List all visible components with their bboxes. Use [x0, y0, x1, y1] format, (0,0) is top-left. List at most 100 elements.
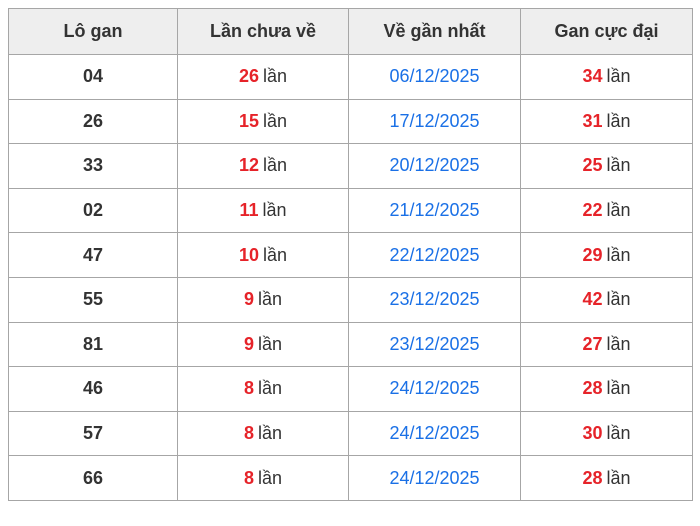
table-row: 26 15 lần 17/12/2025 31 lần	[8, 98, 693, 145]
unit-label: lần	[606, 66, 631, 87]
max-gan-count: 31	[582, 110, 603, 131]
max-gan-cell: 34 lần	[520, 54, 693, 100]
table-row: 33 12 lần 20/12/2025 25 lần	[8, 143, 693, 189]
max-gan-cell: 25 lần	[520, 143, 693, 189]
max-gan-cell: 27 lần	[520, 321, 693, 368]
last-seen-cell: 23/12/2025	[348, 276, 521, 323]
lo-gan-number: 55	[8, 276, 178, 323]
lo-gan-number: 26	[8, 98, 178, 145]
lo-gan-number: 04	[8, 54, 178, 100]
last-seen-date: 23/12/2025	[389, 289, 480, 310]
unit-label: lần	[263, 155, 288, 176]
unit-label: lần	[606, 289, 631, 310]
last-seen-cell: 17/12/2025	[348, 98, 521, 145]
max-gan-cell: 30 lần	[520, 410, 693, 457]
last-seen-date: 24/12/2025	[389, 378, 480, 399]
missed-count-cell: 10 lần	[177, 232, 349, 278]
missed-count-cell: 15 lần	[177, 98, 349, 145]
missed-count: 8	[243, 423, 254, 444]
unit-label: lần	[257, 333, 283, 354]
missed-count-cell: 9 lần	[177, 276, 349, 323]
max-gan-count: 25	[582, 155, 603, 176]
max-gan-count: 34	[582, 66, 603, 87]
last-seen-cell: 20/12/2025	[348, 143, 521, 189]
missed-count: 8	[243, 467, 254, 488]
max-gan-count: 30	[582, 423, 603, 444]
unit-label: lần	[262, 200, 287, 221]
lo-gan-value: 57	[82, 423, 104, 444]
max-gan-count: 27	[582, 333, 603, 354]
table-row: 04 26 lần 06/12/2025 34 lần	[8, 54, 693, 100]
last-seen-date: 24/12/2025	[389, 423, 480, 444]
lo-gan-table: Lô gan Lần chưa về Về gần nhất Gan cực đ…	[8, 8, 693, 501]
max-gan-count: 42	[582, 289, 603, 310]
last-seen-date: 21/12/2025	[389, 200, 480, 221]
last-seen-cell: 24/12/2025	[348, 455, 521, 501]
unit-label: lần	[263, 66, 288, 87]
lo-gan-number: 66	[8, 455, 178, 501]
lo-gan-value: 33	[82, 155, 104, 176]
unit-label: lần	[257, 289, 283, 310]
missed-count-cell: 26 lần	[177, 54, 349, 100]
last-seen-cell: 21/12/2025	[348, 187, 521, 234]
lo-gan-number: 47	[8, 232, 178, 278]
missed-count: 10	[238, 244, 259, 265]
table-row: 46 8 lần 24/12/2025 28 lần	[8, 366, 693, 412]
unit-label: lần	[606, 378, 631, 399]
missed-count-cell: 12 lần	[177, 143, 349, 189]
last-seen-cell: 24/12/2025	[348, 366, 521, 412]
table-header-row: Lô gan Lần chưa về Về gần nhất Gan cực đ…	[8, 8, 693, 55]
max-gan-cell: 28 lần	[520, 366, 693, 412]
max-gan-cell: 31 lần	[520, 98, 693, 145]
last-seen-date: 20/12/2025	[389, 155, 480, 176]
lo-gan-value: 47	[82, 244, 104, 265]
missed-count: 11	[239, 200, 259, 221]
last-seen-cell: 06/12/2025	[348, 54, 521, 100]
lo-gan-value: 46	[82, 378, 104, 399]
unit-label: lần	[606, 244, 631, 265]
lo-gan-value: 81	[82, 333, 104, 354]
table-row: 55 9 lần 23/12/2025 42 lần	[8, 276, 693, 323]
unit-label: lần	[257, 378, 283, 399]
header-lo-gan: Lô gan	[8, 8, 178, 55]
last-seen-date: 24/12/2025	[389, 467, 480, 488]
last-seen-date: 22/12/2025	[389, 244, 480, 265]
last-seen-date: 17/12/2025	[389, 110, 480, 131]
missed-count: 8	[243, 378, 254, 399]
unit-label: lần	[606, 110, 631, 131]
max-gan-cell: 42 lần	[520, 276, 693, 323]
last-seen-cell: 23/12/2025	[348, 321, 521, 368]
lo-gan-value: 66	[82, 467, 104, 488]
table-row: 66 8 lần 24/12/2025 28 lần	[8, 455, 693, 501]
last-seen-cell: 24/12/2025	[348, 410, 521, 457]
missed-count-cell: 8 lần	[177, 366, 349, 412]
missed-count: 15	[238, 110, 259, 131]
lo-gan-value: 26	[82, 110, 104, 131]
last-seen-cell: 22/12/2025	[348, 232, 521, 278]
unit-label: lần	[606, 333, 631, 354]
lo-gan-number: 33	[8, 143, 178, 189]
max-gan-count: 28	[582, 467, 603, 488]
lo-gan-value: 02	[82, 200, 104, 221]
table-row: 02 11 lần 21/12/2025 22 lần	[8, 187, 693, 234]
lo-gan-value: 55	[82, 289, 104, 310]
unit-label: lần	[257, 467, 283, 488]
max-gan-cell: 28 lần	[520, 455, 693, 501]
missed-count-cell: 8 lần	[177, 455, 349, 501]
unit-label: lần	[606, 200, 631, 221]
lo-gan-number: 02	[8, 187, 178, 234]
table-row: 57 8 lần 24/12/2025 30 lần	[8, 410, 693, 457]
unit-label: lần	[257, 423, 283, 444]
missed-count-cell: 8 lần	[177, 410, 349, 457]
unit-label: lần	[606, 467, 631, 488]
max-gan-count: 29	[582, 244, 603, 265]
last-seen-date: 23/12/2025	[389, 333, 480, 354]
unit-label: lần	[606, 155, 631, 176]
missed-count: 9	[243, 289, 254, 310]
header-lan-chua-ve: Lần chưa về	[177, 8, 349, 55]
missed-count: 12	[238, 155, 259, 176]
unit-label: lần	[606, 423, 631, 444]
table-row: 47 10 lần 22/12/2025 29 lần	[8, 232, 693, 278]
missed-count-cell: 9 lần	[177, 321, 349, 368]
